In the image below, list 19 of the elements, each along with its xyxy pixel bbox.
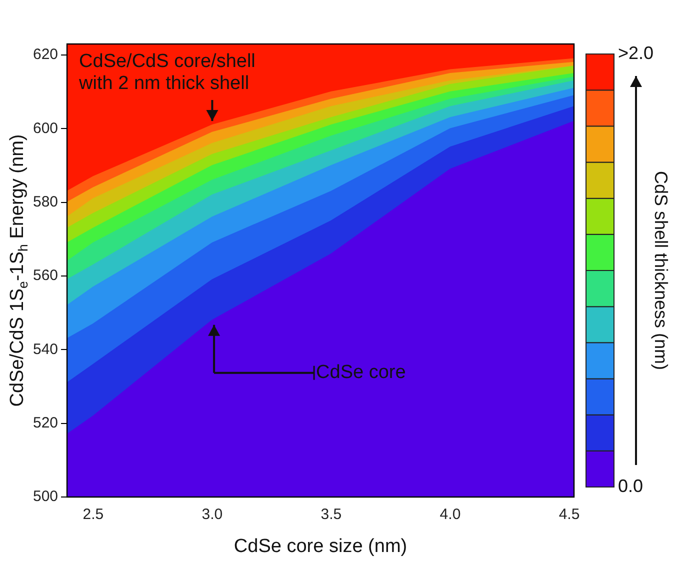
y-tick-label: 620 bbox=[32, 46, 58, 64]
x-tick-label: 3.0 bbox=[202, 506, 223, 524]
y-tick-label: 540 bbox=[32, 340, 58, 358]
x-tick-label: 3.5 bbox=[320, 506, 342, 524]
color-bar-label: >2.0 bbox=[618, 42, 654, 63]
y-tick-label: 500 bbox=[32, 488, 58, 506]
x-tick-label: 4.0 bbox=[440, 506, 461, 524]
y-axis-title: CdSe/CdS 1Se-1Sh Energy (nm) bbox=[7, 134, 30, 407]
y-tick-label: 560 bbox=[32, 267, 58, 284]
annotation: CdSe/CdS core/shell with 2 nm thick shell bbox=[78, 51, 256, 94]
y-tick-label: 580 bbox=[32, 194, 58, 211]
x-axis-title: CdSe core size (nm) bbox=[234, 536, 408, 558]
color-bar-label: 0.0 bbox=[618, 476, 644, 496]
y-tick-label: 600 bbox=[32, 120, 58, 137]
annotation: CdSe core bbox=[316, 362, 406, 384]
y-tick-label: 520 bbox=[32, 414, 58, 432]
color-bar-title: CdS shell thickness (nm) bbox=[651, 170, 672, 370]
x-tick-label: 2.5 bbox=[82, 506, 104, 524]
x-tick-label: 4.5 bbox=[558, 506, 580, 524]
